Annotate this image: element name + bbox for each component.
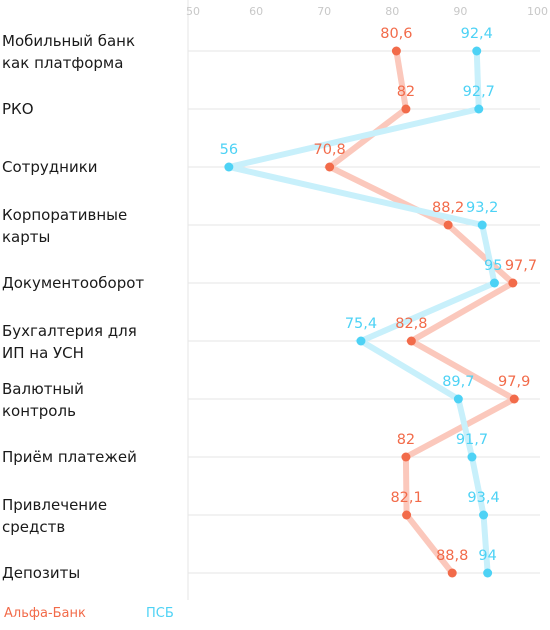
category-label: Валютный контроль [2, 380, 84, 420]
x-tick-label: 90 [453, 5, 467, 18]
category-label: Документооборот [2, 274, 144, 292]
data-label: 92,4 [461, 26, 493, 42]
data-point-psb [356, 336, 366, 346]
data-label: 93,4 [467, 490, 499, 506]
data-point-psb [479, 510, 489, 520]
data-point-psb [489, 278, 499, 288]
data-point-alfa-bank [508, 278, 518, 288]
data-point-alfa-bank [401, 104, 411, 114]
data-label: 92,7 [463, 84, 495, 100]
category-label: Корпоративные карты [2, 206, 127, 246]
data-label: 75,4 [345, 316, 377, 332]
data-label: 97,9 [498, 374, 530, 390]
data-label: 82 [397, 432, 415, 448]
x-tick-label: 60 [249, 5, 263, 18]
data-point-psb [472, 46, 482, 56]
data-point-psb [483, 568, 493, 578]
category-label: Бухгалтерия для ИП на УСН [2, 322, 137, 362]
series-line-alfa-bank [323, 48, 521, 576]
category-label: Мобильный банк как платформа [2, 32, 135, 72]
data-label: 93,2 [466, 200, 498, 216]
data-label: 95 [484, 258, 502, 274]
data-label: 82,1 [390, 490, 422, 506]
category-label: Приём платежей [2, 448, 137, 466]
data-label: 89,7 [442, 374, 474, 390]
data-point-alfa-bank [447, 568, 457, 578]
data-point-psb [477, 220, 487, 230]
data-label: 82 [397, 84, 415, 100]
data-point-psb [453, 394, 463, 404]
data-point-alfa-bank [391, 46, 401, 56]
category-label: Привлечение средств [2, 496, 107, 536]
data-label: 56 [220, 142, 238, 158]
data-point-alfa-bank [509, 394, 519, 404]
x-tick-label: 50 [186, 5, 200, 18]
data-point-alfa-bank [402, 510, 412, 520]
category-label: РКО [2, 100, 34, 118]
legend-psb: ПСБ [146, 606, 174, 621]
data-point-psb [224, 162, 234, 172]
category-label: Сотрудники [2, 158, 98, 176]
data-point-alfa-bank [401, 452, 411, 462]
data-label: 91,7 [456, 432, 488, 448]
data-point-alfa-bank [443, 220, 453, 230]
series-line-psb [228, 48, 498, 576]
data-label: 80,6 [380, 26, 412, 42]
x-tick-label: 70 [317, 5, 331, 18]
data-point-psb [474, 104, 484, 114]
category-label: Депозиты [2, 564, 80, 582]
data-point-alfa-bank [406, 336, 416, 346]
data-point-alfa-bank [325, 162, 335, 172]
data-label: 88,2 [432, 200, 464, 216]
data-label: 88,8 [436, 548, 468, 564]
data-label: 94 [478, 548, 496, 564]
data-label: 82,8 [395, 316, 427, 332]
data-label: 97,7 [505, 258, 537, 274]
x-tick-label: 80 [385, 5, 399, 18]
data-label: 70,8 [313, 142, 345, 158]
data-point-psb [467, 452, 477, 462]
x-tick-label: 100 [527, 5, 548, 18]
legend-alfa-bank: Альфа-Банк [4, 606, 86, 621]
